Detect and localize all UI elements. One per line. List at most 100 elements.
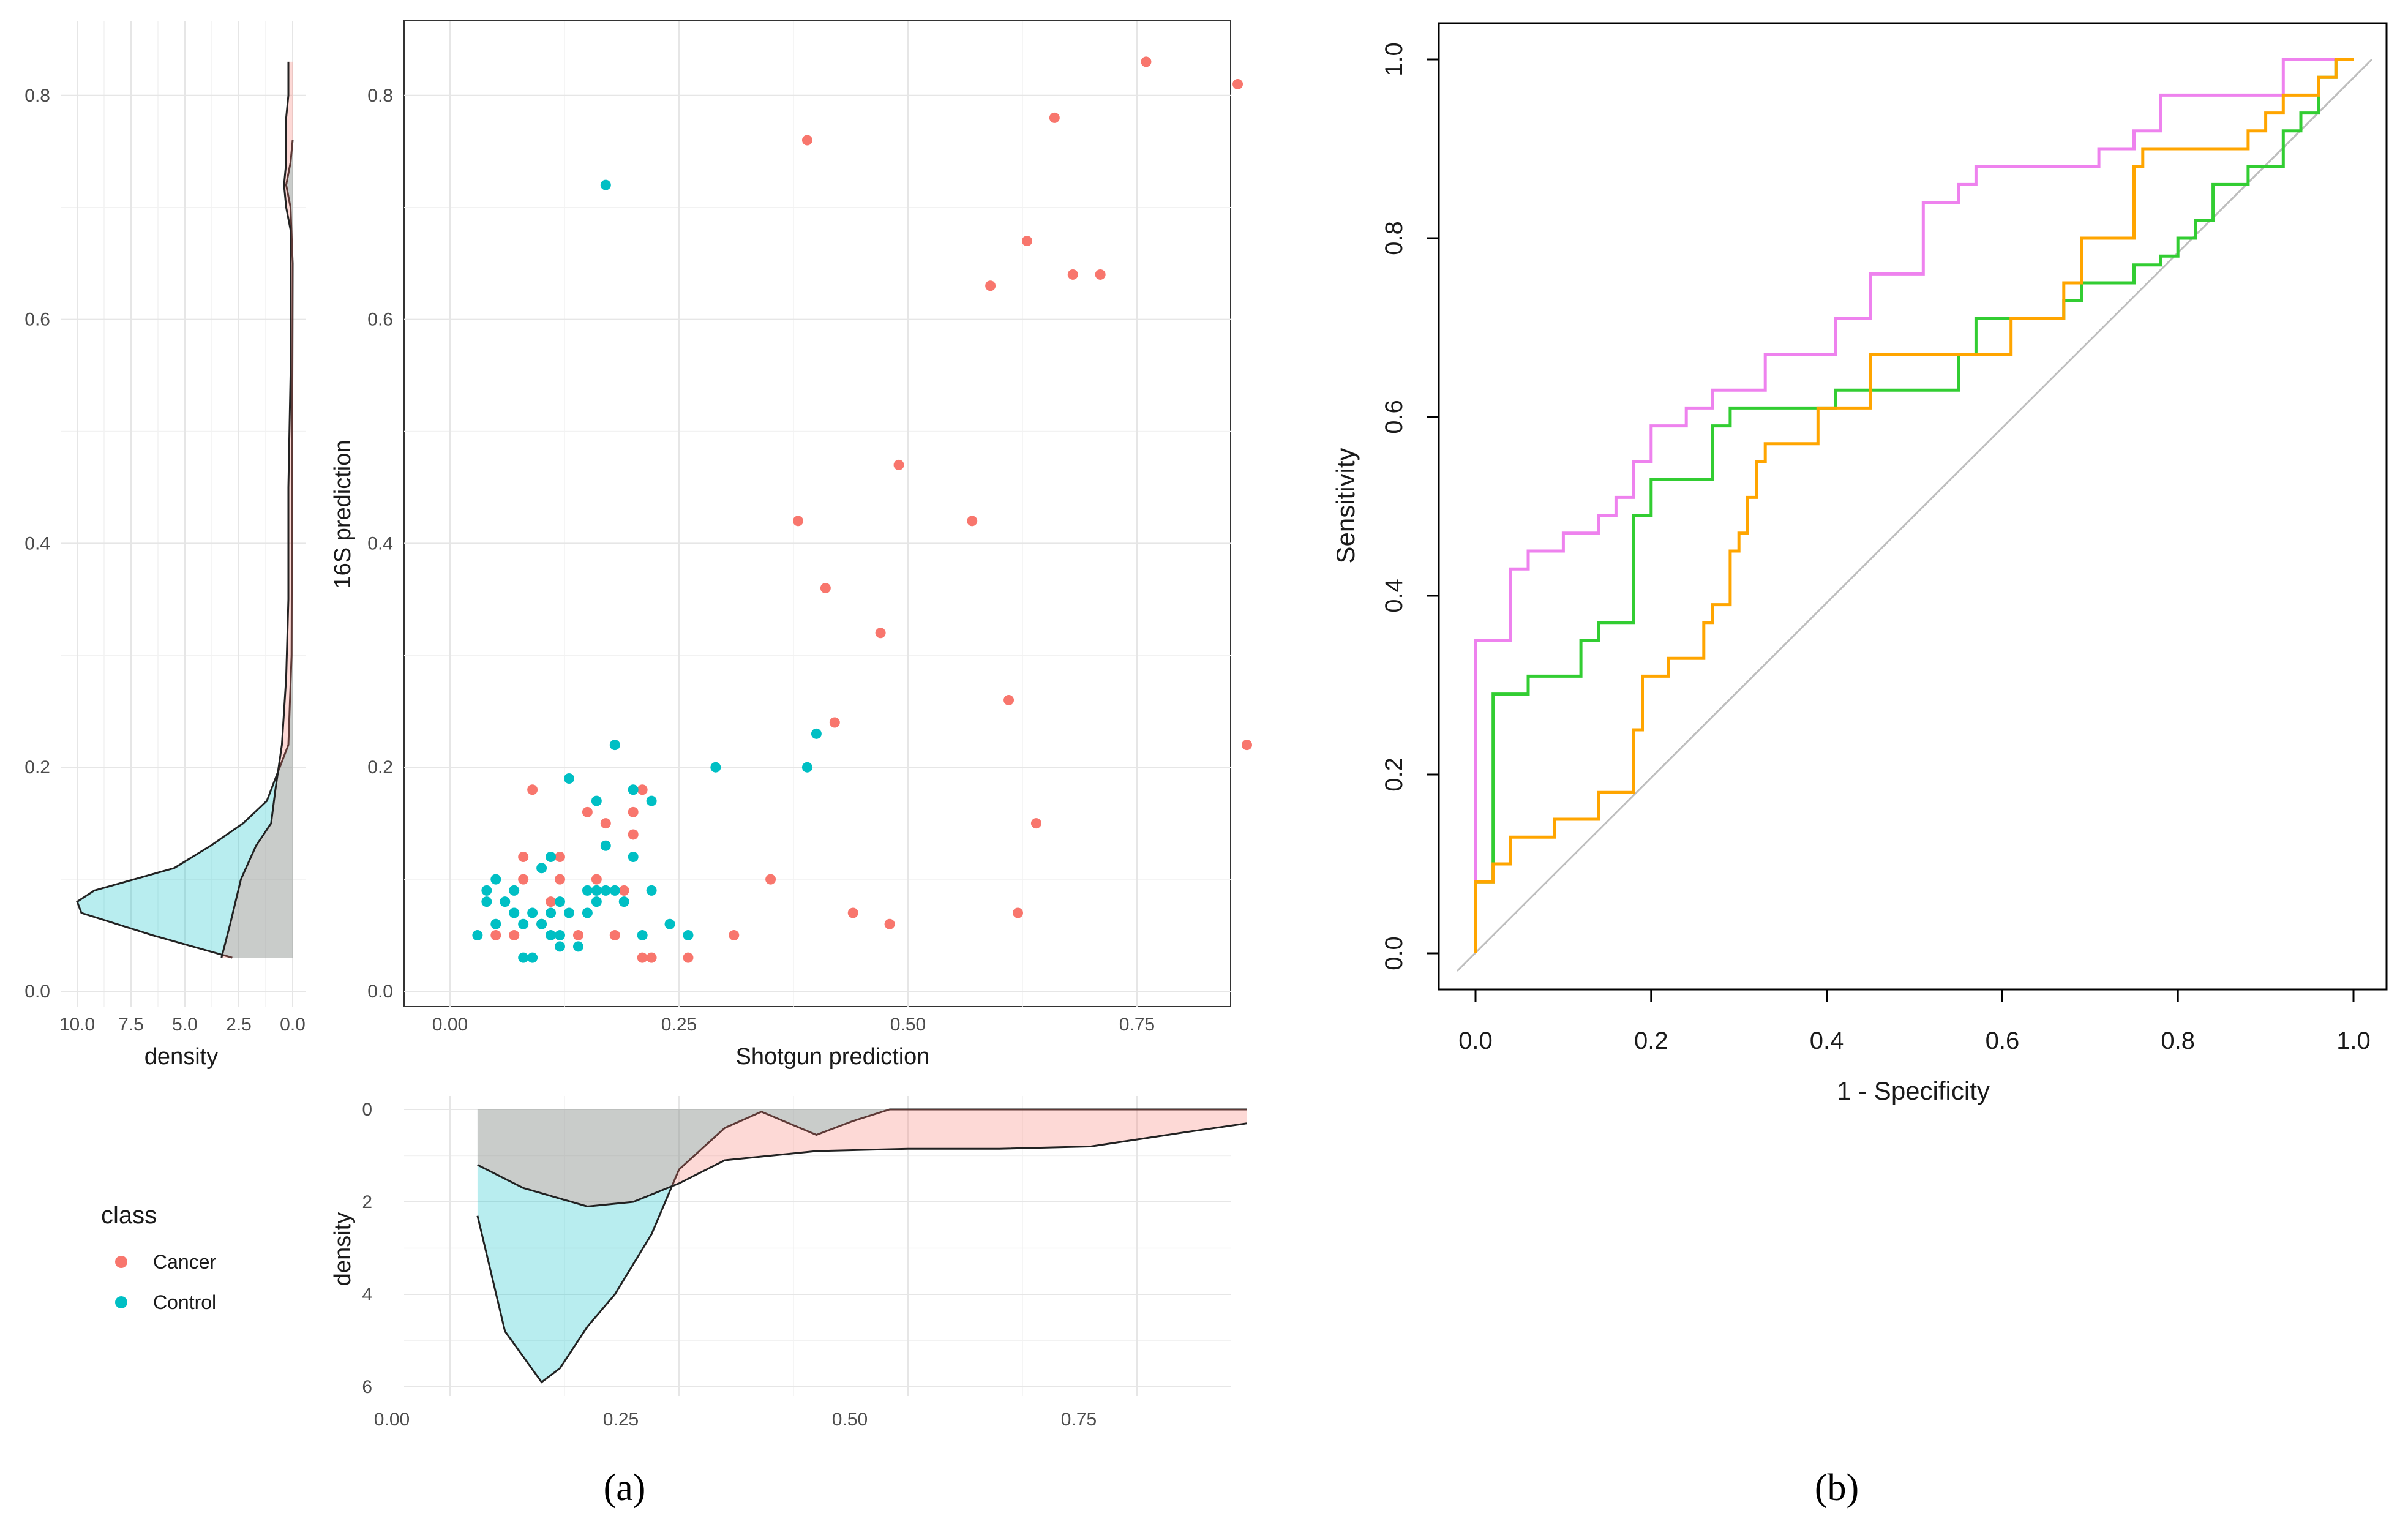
left-density-x-tick-label: 10.0 <box>59 1015 95 1035</box>
point-control <box>646 885 657 896</box>
bottom-density-area-cancer <box>477 1109 1247 1207</box>
left-density-panel: 10.0 7.5 5.0 2.5 0.0 0.0 0.2 0.4 0.6 0.8 density <box>24 21 306 1070</box>
point-control <box>536 918 547 929</box>
point-control <box>683 930 694 941</box>
point-control <box>710 762 721 773</box>
scatter-panel: 0.00 0.25 0.50 0.75 0.0 0.2 0.4 0.6 0.8 Shotgun… <box>330 20 1253 1070</box>
bottom-density-areas <box>476 1108 1247 1384</box>
left-density-y-tick-label: 0.6 <box>24 310 50 330</box>
point-cancer <box>582 806 593 817</box>
point-cancer <box>829 717 840 728</box>
point-cancer <box>1003 694 1015 705</box>
point-cancer <box>801 135 812 146</box>
left-density-line-cancer <box>220 61 291 958</box>
point-cancer <box>490 930 501 941</box>
roc-curve-violet <box>1474 58 2336 953</box>
point-cancer <box>1242 740 1253 751</box>
point-control <box>811 728 822 739</box>
roc-y-title: Sensitivity <box>1331 448 1360 563</box>
point-control <box>490 918 501 929</box>
point-cancer <box>509 930 520 941</box>
left-density-areas <box>76 61 294 959</box>
point-control <box>555 896 566 907</box>
point-cancer <box>527 784 538 795</box>
left-density-x-axis: 10.0 7.5 5.0 2.5 0.0 <box>59 1015 306 1035</box>
left-density-y-tick-label: 0.0 <box>24 981 50 1002</box>
point-cancer <box>1049 112 1060 123</box>
point-control <box>555 941 566 952</box>
left-density-y-tick-label: 0.2 <box>24 757 50 778</box>
point-control <box>600 885 611 896</box>
caption-a: (a) <box>604 1467 646 1509</box>
roc-x-tick-label: 0.8 <box>2161 1027 2195 1054</box>
scatter-y-title: 16S prediction <box>330 440 356 589</box>
left-density-x-tick-label: 7.5 <box>118 1015 144 1035</box>
legend-cancer-marker <box>115 1256 127 1268</box>
legend-control-label: Control <box>153 1291 216 1313</box>
point-cancer <box>967 516 978 527</box>
scatter-grid <box>404 21 1231 1007</box>
point-control <box>609 885 620 896</box>
point-cancer <box>628 806 639 817</box>
bottom-density-line-cancer <box>477 1122 1247 1208</box>
scatter-y-axis: 0.0 0.2 0.4 0.6 0.8 <box>367 86 393 1002</box>
scatter-x-title: Shotgun prediction <box>736 1044 930 1070</box>
bottom-density-y-tick-label: 0 <box>362 1100 372 1120</box>
point-control <box>546 852 557 863</box>
scatter-x-axis: 0.00 0.25 0.50 0.75 <box>432 1015 1155 1035</box>
point-cancer <box>546 896 557 907</box>
point-cancer <box>1013 907 1024 918</box>
roc-x-tick-label: 0.0 <box>1458 1027 1493 1054</box>
point-cancer <box>683 952 694 963</box>
point-cancer <box>847 907 858 918</box>
scatter-y-tick-label: 0.6 <box>367 310 393 330</box>
point-control <box>536 863 547 874</box>
legend-cancer-label: Cancer <box>153 1251 217 1273</box>
point-control <box>637 930 648 941</box>
point-cancer <box>893 459 904 470</box>
point-control <box>481 896 492 907</box>
point-control <box>518 952 529 963</box>
class-legend: class Cancer Control <box>101 1202 217 1313</box>
point-control <box>500 896 511 907</box>
scatter-y-tick-label: 0.4 <box>367 533 393 553</box>
point-control <box>546 930 557 941</box>
roc-y-tick-label: 0.6 <box>1381 400 1408 434</box>
point-cancer <box>600 818 611 829</box>
point-cancer <box>729 930 740 941</box>
bottom-density-y-tick-label: 2 <box>362 1192 372 1212</box>
point-control <box>591 795 602 806</box>
point-cancer <box>884 918 895 929</box>
left-density-x-tick-label: 5.0 <box>172 1015 198 1035</box>
legend-control-marker <box>115 1296 127 1308</box>
bottom-density-x-tick-label: 0.75 <box>1061 1409 1097 1430</box>
left-density-x-title: density <box>144 1044 218 1070</box>
roc-plot-area <box>1438 22 2388 991</box>
point-cancer <box>518 874 529 885</box>
point-control <box>563 773 574 784</box>
roc-y-axis: 0.0 0.2 0.4 0.6 0.8 1.0 <box>1381 42 1439 970</box>
point-control <box>609 740 620 751</box>
left-density-x-tick-label: 0.0 <box>280 1015 306 1035</box>
point-control <box>591 885 602 896</box>
bottom-density-y-axis: 0 2 4 6 <box>362 1100 372 1397</box>
point-control <box>664 918 675 929</box>
scatter-x-tick-label: 0.00 <box>432 1015 468 1035</box>
bottom-density-y-tick-label: 6 <box>362 1377 372 1397</box>
point-cancer <box>628 829 639 840</box>
point-cancer <box>637 784 648 795</box>
point-control <box>591 896 602 907</box>
left-density-y-axis: 0.0 0.2 0.4 0.6 0.8 <box>24 86 50 1002</box>
roc-diagonal-reference <box>1456 58 2373 972</box>
bottom-density-x-tick-label: 0.00 <box>374 1409 410 1430</box>
roc-panel: 0.0 0.2 0.4 0.6 0.8 1.0 0.0 0.2 0.4 0.6 0.8 1.0 1 … <box>1331 22 2388 1105</box>
bottom-density-x-axis: 0.00 0.25 0.50 0.75 <box>374 1409 1097 1430</box>
point-control <box>546 907 557 918</box>
bottom-density-y-tick-label: 4 <box>362 1285 372 1305</box>
point-cancer <box>1095 269 1106 280</box>
point-control <box>801 762 812 773</box>
roc-x-tick-label: 0.4 <box>1810 1027 1844 1054</box>
point-cancer <box>1030 818 1041 829</box>
legend-title: class <box>101 1202 157 1229</box>
